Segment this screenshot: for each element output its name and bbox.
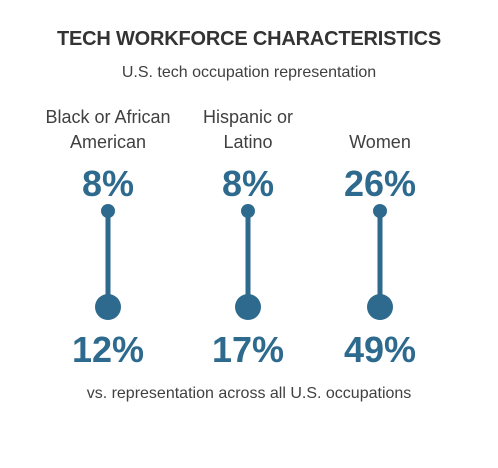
tech-value-label: 26% <box>344 163 416 204</box>
dumbbell-group: Hispanic or Latino 8% 17% <box>203 107 293 370</box>
all-occupations-value-dot <box>367 294 393 320</box>
chart-title: TECH WORKFORCE CHARACTERISTICS <box>57 28 441 50</box>
all-occupations-value-label: 49% <box>344 329 416 370</box>
all-occupations-value-label: 17% <box>212 329 284 370</box>
tech-value-dot <box>241 204 255 218</box>
chart-subtitle: U.S. tech occupation representation <box>121 64 377 81</box>
category-label: American <box>70 132 146 152</box>
category-label: Latino <box>223 132 272 152</box>
category-label: Black or African <box>45 107 170 127</box>
category-label: Hispanic or <box>203 107 293 127</box>
tech-value-dot <box>373 204 387 218</box>
all-occupations-value-label: 12% <box>72 329 144 370</box>
all-occupations-value-dot <box>235 294 261 320</box>
tech-value-label: 8% <box>222 163 274 204</box>
tech-value-label: 8% <box>82 163 134 204</box>
dumbbell-group: Women 26% 49% <box>344 132 416 370</box>
chart-footnote: vs. representation across all U.S. occup… <box>86 385 412 402</box>
dumbbell-group: Black or African American 8% 12% <box>45 107 170 370</box>
category-label: Women <box>349 132 411 152</box>
all-occupations-value-dot <box>95 294 121 320</box>
tech-value-dot <box>101 204 115 218</box>
